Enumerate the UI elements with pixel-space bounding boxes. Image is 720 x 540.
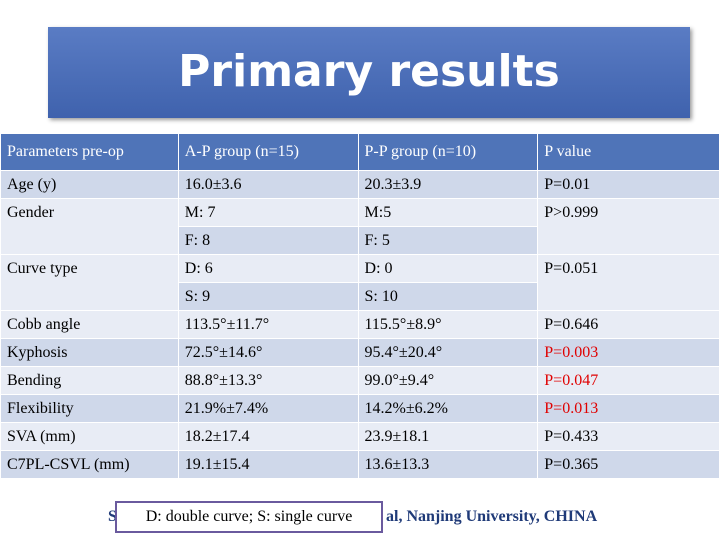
cell: P=0.365	[537, 450, 720, 479]
row: F: 8 F: 5	[1, 226, 720, 255]
row: SVA (mm) 18.2±17.4 23.9±18.1 P=0.433	[0, 422, 720, 451]
cell: P>0.999	[537, 198, 720, 255]
cell: 21.9%±7.4%	[177, 394, 359, 423]
row: Cobb angle 113.5°±11.7° 115.5°±8.9° P=0.…	[0, 310, 720, 339]
header-cell: A-P group (n=15)	[177, 133, 359, 171]
cell: 88.8°±13.3°	[177, 366, 359, 395]
row: Age (y) 16.0±3.6 20.3±3.9 P=0.01	[0, 170, 720, 199]
row: Gender M: 7 M:5 P>0.999	[0, 198, 720, 255]
cell: 99.0°±9.4°	[357, 366, 539, 395]
row: Bending 88.8°±13.3° 99.0°±9.4° P=0.047	[0, 366, 720, 395]
cell: Cobb angle	[0, 310, 179, 339]
cell: 95.4°±20.4°	[357, 338, 539, 367]
cell: P=0.051	[537, 254, 720, 311]
cell: 13.6±13.3	[357, 450, 539, 479]
cell: 19.1±15.4	[177, 450, 359, 479]
cell: P=0.646	[537, 310, 720, 339]
footer: S al, Nanjing University, CHINA	[108, 508, 628, 526]
cell: 20.3±3.9	[357, 170, 539, 199]
header-cell: P value	[537, 133, 720, 171]
cell: 72.5°±14.6°	[177, 338, 359, 367]
table: Parameters pre-op A-P group (n=15) P-P g…	[0, 133, 720, 479]
footer-text: al, Nanjing University, CHINA	[386, 508, 598, 525]
cell: M: 7	[177, 198, 359, 227]
cell: F: 5	[357, 226, 539, 255]
cell: P=0.433	[537, 422, 720, 451]
cell: S: 9	[177, 282, 359, 311]
cell: F: 8	[177, 226, 359, 255]
cell: SVA (mm)	[0, 422, 179, 451]
cell: 115.5°±8.9°	[357, 310, 539, 339]
header-cell: Parameters pre-op	[0, 133, 179, 171]
row: Curve type D: 6 D: 0 P=0.051	[0, 254, 720, 311]
cell: 14.2%±6.2%	[357, 394, 539, 423]
cell: Curve type	[0, 254, 179, 311]
header-row: Parameters pre-op A-P group (n=15) P-P g…	[0, 133, 720, 171]
cell: Gender	[0, 198, 179, 255]
cell: S: 10	[357, 282, 539, 311]
cell: D: 6	[177, 254, 359, 283]
cell: Flexibility	[0, 394, 179, 423]
cell: Age (y)	[0, 170, 179, 199]
cell: 18.2±17.4	[177, 422, 359, 451]
cell: P=0.01	[537, 170, 720, 199]
cell: 23.9±18.1	[357, 422, 539, 451]
row: Kyphosis 72.5°±14.6° 95.4°±20.4° P=0.003	[0, 338, 720, 367]
title-bar	[48, 27, 690, 118]
cell: D: 0	[357, 254, 539, 283]
row: Flexibility 21.9%±7.4% 14.2%±6.2% P=0.01…	[0, 394, 720, 423]
header-cell: P-P group (n=10)	[357, 133, 539, 171]
cell: C7PL-CSVL (mm)	[0, 450, 179, 479]
cell: P=0.047	[537, 366, 720, 395]
cell: 113.5°±11.7°	[177, 310, 359, 339]
row: C7PL-CSVL (mm) 19.1±15.4 13.6±13.3 P=0.3…	[0, 450, 720, 479]
cell: M:5	[357, 198, 539, 227]
title: Primary results	[178, 46, 560, 97]
cell: Bending	[0, 366, 179, 395]
cell: P=0.013	[537, 394, 720, 423]
footer-text: S	[108, 508, 117, 525]
note-box: D: double curve; S: single curve	[115, 501, 383, 533]
cell: 16.0±3.6	[177, 170, 359, 199]
cell: P=0.003	[537, 338, 720, 367]
cell: Kyphosis	[0, 338, 179, 367]
row: S: 9 S: 10	[1, 282, 720, 311]
